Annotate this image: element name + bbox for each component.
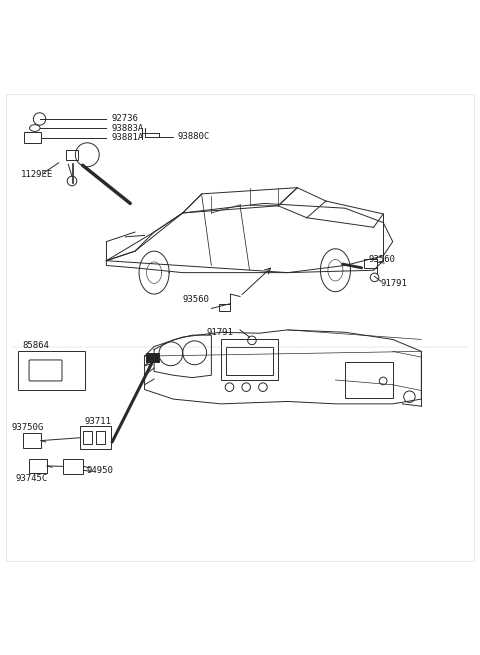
Text: 92736: 92736 [111,115,138,123]
Bar [221,339,278,380]
Text: 93881A: 93881A [111,133,144,142]
Text: 93883A: 93883A [111,124,144,132]
Text: 91791: 91791 [381,279,408,288]
Bar [364,259,377,268]
Bar [83,431,92,445]
Bar [18,351,85,390]
Bar [80,426,111,449]
Text: 93880C: 93880C [178,132,210,141]
Text: 94950: 94950 [86,466,113,475]
Text: 93560: 93560 [183,295,210,305]
Bar [218,304,230,310]
Text: 1129EE: 1129EE [21,170,53,179]
Bar [226,346,274,375]
Bar [24,132,41,143]
Text: 91791: 91791 [206,328,233,337]
Bar [96,431,106,445]
Bar [345,362,393,398]
Bar [145,353,159,362]
Bar [29,458,47,473]
Text: 85864: 85864 [23,341,50,350]
Bar [23,434,41,448]
Bar [66,150,78,160]
Text: 93745C: 93745C [16,474,48,483]
Text: 93750G: 93750G [12,423,44,432]
Bar [63,458,84,474]
Text: 93711: 93711 [85,417,112,426]
Text: 93560: 93560 [369,255,396,264]
